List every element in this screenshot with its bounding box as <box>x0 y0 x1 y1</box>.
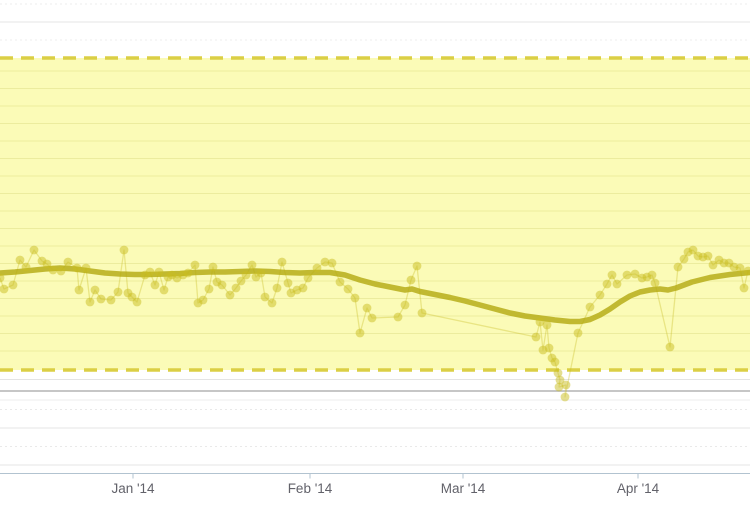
data-point[interactable] <box>150 280 160 290</box>
data-point[interactable] <box>607 270 617 280</box>
data-point[interactable] <box>630 269 640 279</box>
data-point[interactable] <box>42 259 52 269</box>
data-point[interactable] <box>350 293 360 303</box>
data-point[interactable] <box>542 320 552 330</box>
data-point[interactable] <box>393 312 403 322</box>
data-point[interactable] <box>256 268 266 278</box>
data-point[interactable] <box>303 273 313 283</box>
data-point[interactable] <box>277 257 287 267</box>
data-point[interactable] <box>298 283 308 293</box>
data-point[interactable] <box>739 283 749 293</box>
data-point[interactable] <box>650 278 660 288</box>
data-point[interactable] <box>335 277 345 287</box>
data-point[interactable] <box>544 343 554 353</box>
data-point[interactable] <box>412 261 422 271</box>
data-point[interactable] <box>688 245 698 255</box>
data-point[interactable] <box>327 258 337 268</box>
data-point[interactable] <box>417 308 427 318</box>
data-point[interactable] <box>15 255 25 265</box>
data-point[interactable] <box>106 295 116 305</box>
data-point[interactable] <box>362 303 372 313</box>
data-point[interactable] <box>272 283 282 293</box>
x-axis-label: Feb '14 <box>288 481 333 496</box>
data-point[interactable] <box>190 260 200 270</box>
data-point[interactable] <box>217 280 227 290</box>
data-point[interactable] <box>320 257 330 267</box>
data-point[interactable] <box>183 268 193 278</box>
data-point[interactable] <box>647 270 657 280</box>
data-point[interactable] <box>355 328 365 338</box>
data-point[interactable] <box>0 273 5 283</box>
data-point[interactable] <box>29 245 39 255</box>
data-point[interactable] <box>231 283 241 293</box>
data-point[interactable] <box>159 285 169 295</box>
data-point[interactable] <box>560 392 570 402</box>
data-point[interactable] <box>198 295 208 305</box>
data-point[interactable] <box>703 251 713 261</box>
data-point[interactable] <box>283 278 293 288</box>
data-point[interactable] <box>561 380 571 390</box>
data-point[interactable] <box>0 284 9 294</box>
data-point[interactable] <box>679 254 689 264</box>
data-point[interactable] <box>56 266 66 276</box>
x-axis-label: Jan '14 <box>111 481 155 496</box>
data-point[interactable] <box>555 375 565 385</box>
data-point[interactable] <box>225 290 235 300</box>
data-point[interactable] <box>743 266 750 276</box>
data-point[interactable] <box>48 265 58 275</box>
x-axis-label: Apr '14 <box>617 481 660 496</box>
data-point[interactable] <box>113 287 123 297</box>
data-point[interactable] <box>735 263 745 273</box>
data-point[interactable] <box>63 257 73 267</box>
data-point[interactable] <box>208 262 218 272</box>
data-point[interactable] <box>96 294 106 304</box>
data-point[interactable] <box>260 292 270 302</box>
data-point[interactable] <box>132 297 142 307</box>
data-point[interactable] <box>531 332 541 342</box>
data-point[interactable] <box>622 270 632 280</box>
data-point[interactable] <box>535 317 545 327</box>
data-point[interactable] <box>145 267 155 277</box>
data-point[interactable] <box>204 284 214 294</box>
data-point[interactable] <box>90 285 100 295</box>
data-point[interactable] <box>367 313 377 323</box>
data-point[interactable] <box>8 280 18 290</box>
data-point[interactable] <box>21 262 31 272</box>
data-point[interactable] <box>406 275 416 285</box>
data-point[interactable] <box>573 328 583 338</box>
data-point[interactable] <box>673 262 683 272</box>
data-point[interactable] <box>247 260 257 270</box>
data-point[interactable] <box>312 263 322 273</box>
data-point[interactable] <box>585 302 595 312</box>
data-point[interactable] <box>267 298 277 308</box>
data-point[interactable] <box>343 284 353 294</box>
data-point[interactable] <box>602 279 612 289</box>
data-point[interactable] <box>665 342 675 352</box>
data-point[interactable] <box>72 263 82 273</box>
data-point[interactable] <box>74 285 84 295</box>
data-point[interactable] <box>550 357 560 367</box>
data-point[interactable] <box>612 279 622 289</box>
data-point[interactable] <box>400 300 410 310</box>
data-point[interactable] <box>553 368 563 378</box>
data-point[interactable] <box>554 382 564 392</box>
data-point[interactable] <box>595 290 605 300</box>
data-point[interactable] <box>119 245 129 255</box>
data-point[interactable] <box>708 260 718 270</box>
data-point[interactable] <box>154 267 164 277</box>
data-point[interactable] <box>241 270 251 280</box>
x-axis-label: Mar '14 <box>441 481 486 496</box>
goal-band <box>0 58 750 370</box>
data-point[interactable] <box>85 297 95 307</box>
data-point[interactable] <box>236 276 246 286</box>
data-point[interactable] <box>81 263 91 273</box>
